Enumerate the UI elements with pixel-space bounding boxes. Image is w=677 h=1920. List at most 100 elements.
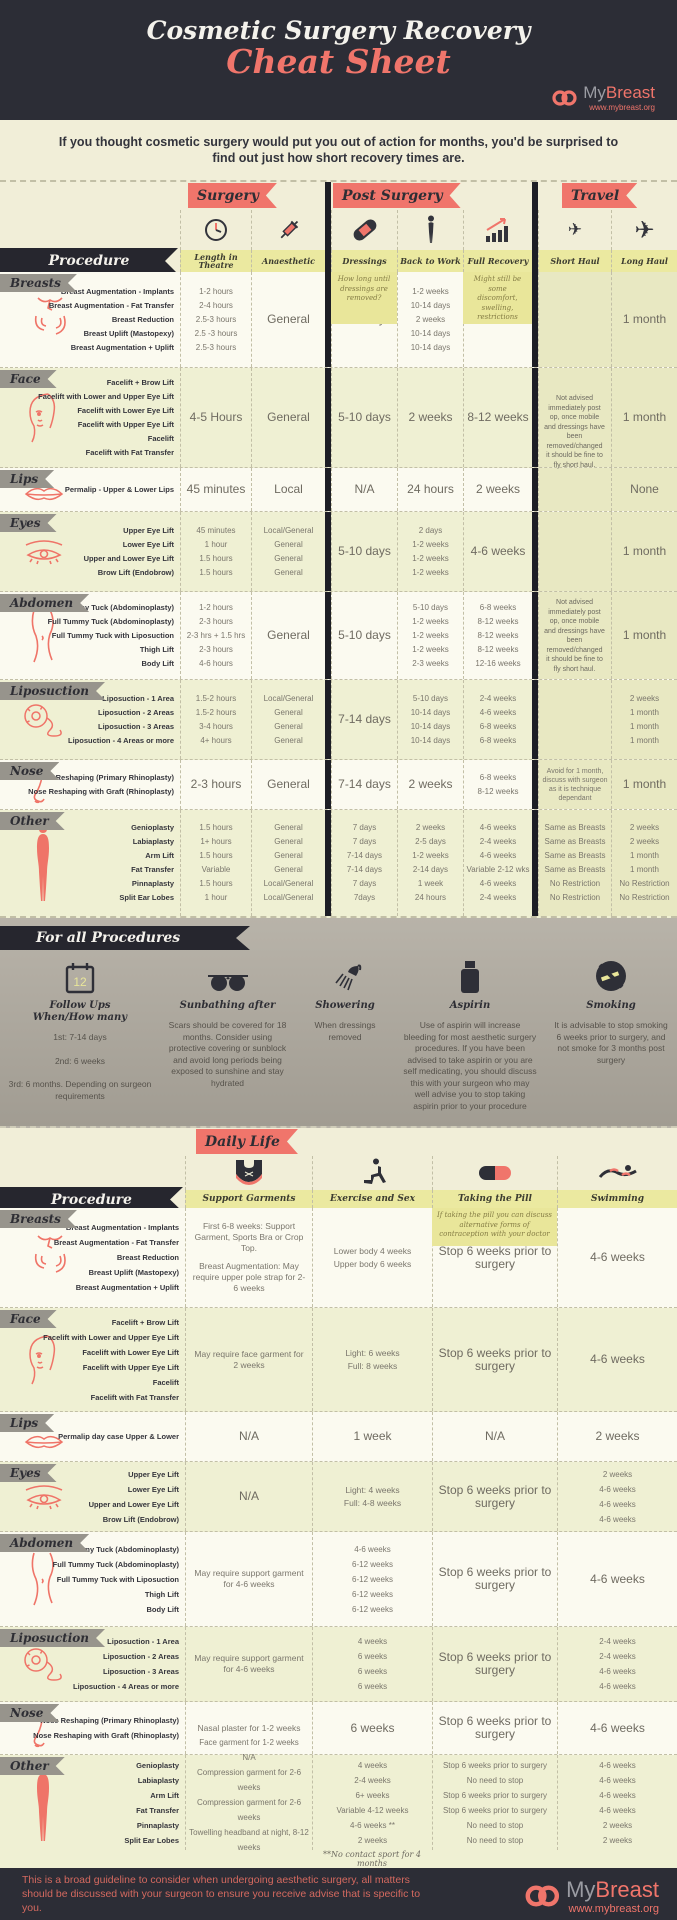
abdomen-icon bbox=[26, 1551, 60, 1607]
pill-value: N/A bbox=[484, 1429, 505, 1443]
pill-icon bbox=[432, 1156, 557, 1190]
section-ribbon-nose: Nose bbox=[0, 762, 59, 780]
follow-ups-column: 12 Follow Ups When/How many 1st: 7-14 da… bbox=[0, 944, 160, 1126]
dressings-value: 5-10 days bbox=[338, 410, 391, 424]
procedure-names: Breast Augmentation - Implants Breast Aug… bbox=[48, 286, 174, 352]
back-to-work-values: 1-2 weeks 10-14 days 2 weeks 10-14 days 10-1… bbox=[410, 286, 451, 352]
back-to-work-value: 2 weeks bbox=[408, 777, 453, 791]
column-icons-row: ✈ ✈ bbox=[0, 210, 677, 250]
sunglasses-icon bbox=[206, 958, 250, 994]
recovery-section-liposuction: Liposuction Liposuction - 1 Area Liposuct… bbox=[0, 680, 677, 760]
procedure-names: Nose Reshaping (Primary Rhinoplasty) Nose… bbox=[33, 1716, 179, 1740]
back-to-work-values: 5-10 days 10-14 days 10-14 days 10-14 days bbox=[410, 693, 451, 745]
support-value: May require support garment for 4-6 week… bbox=[194, 1653, 304, 1674]
breasts-icon bbox=[28, 1232, 72, 1284]
length-values: 1.5 hours 1+ hours 1.5 hours Variable 1.5 ho… bbox=[199, 823, 233, 902]
recovery-section-lips: Lips Permalip - Upper & Lower Lips 45 mi… bbox=[0, 468, 677, 512]
page-subtitle: Cheat Sheet bbox=[226, 42, 451, 81]
daily-procedure-header-ribbon: Procedure bbox=[0, 1187, 183, 1212]
showering-column: Showering When dressings removed bbox=[295, 944, 395, 1126]
long-haul-values: 2 weeks 1 month 1 month 1 month bbox=[629, 693, 660, 745]
brand-name: MyBreast bbox=[583, 83, 655, 102]
exercise-values: Lower body 4 weeks Upper body 6 weeks bbox=[333, 1245, 412, 1269]
brand-url: www.mybreast.org bbox=[568, 1903, 659, 1915]
col-long-haul: Long Haul bbox=[611, 250, 677, 272]
group-divider bbox=[532, 250, 538, 272]
group-divider bbox=[325, 182, 331, 210]
group-divider bbox=[325, 210, 331, 250]
section-ribbon-other: Other bbox=[0, 1757, 65, 1775]
pill-values: Stop 6 weeks prior to surgery No need to … bbox=[442, 1760, 548, 1845]
daily-section-breasts: Breasts Breast Augmentation - Implants Br… bbox=[0, 1208, 677, 1308]
long-haul-value: 1 month bbox=[622, 312, 667, 326]
procedure-names: Genioplasty Labiaplasty Arm Lift Fat Transf… bbox=[119, 823, 174, 902]
col-anaesthetic: Anaesthetic bbox=[251, 250, 325, 272]
person-icon bbox=[397, 210, 463, 250]
brand-name: MyBreast bbox=[566, 1877, 659, 1902]
exercise-value: 6 weeks bbox=[350, 1720, 395, 1735]
smoking-text: It is advisable to stop smoking 6 weeks … bbox=[554, 1020, 668, 1065]
sunbathing-text: Scars should be covered for 18 months. C… bbox=[168, 1020, 287, 1088]
support-value: May require face garment for 2 weeks bbox=[194, 1348, 304, 1370]
full-recovery-note: Might still be some discomfort, swelling… bbox=[463, 272, 532, 324]
procedure-names: Nose Reshaping (Primary Rhinoplasty) Nose… bbox=[28, 772, 174, 796]
full-recovery-values: 6-8 weeks 8-12 weeks bbox=[477, 772, 519, 796]
anaesthetic-value: General bbox=[267, 410, 310, 424]
exercise-value: 1 week bbox=[353, 1429, 392, 1443]
anaesthetic-value: Local bbox=[274, 482, 303, 496]
aspirin-column: Aspirin Use of aspirin will increase ble… bbox=[395, 944, 545, 1126]
for-all-procedures-band: For all Procedures 12 Follow Ups When/Ho… bbox=[0, 918, 677, 1128]
eye-icon bbox=[22, 539, 66, 565]
contact-sport-footnote: **No contact sport for 4 months bbox=[323, 1850, 421, 1868]
dressings-value: 7-14 days bbox=[338, 777, 391, 791]
footer-disclaimer: This is a broad guideline to consider wh… bbox=[22, 1874, 421, 1914]
procedure-names: Permalip - Upper & Lower Lips bbox=[64, 484, 174, 494]
anaesthetic-values: Local/General General General General bbox=[263, 525, 314, 577]
pill-value: Stop 6 weeks prior to surgery bbox=[438, 1482, 552, 1510]
swimmer-icon bbox=[557, 1156, 677, 1190]
long-haul-value: 1 month bbox=[622, 628, 667, 642]
anaesthetic-value: General bbox=[267, 312, 310, 326]
full-recovery-value: 4-6 weeks bbox=[470, 544, 526, 558]
dressings-note: How long until dressings are removed? bbox=[331, 272, 397, 324]
svg-text:12: 12 bbox=[73, 975, 87, 989]
for-all-procedures-ribbon: For all Procedures bbox=[0, 926, 250, 950]
recovery-section-abdomen: Abdomen Mini Tummy Tuck (Abdominoplasty)… bbox=[0, 592, 677, 680]
header: Cosmetic Surgery Recovery Cheat Sheet My… bbox=[0, 0, 677, 120]
daily-banner-row: Daily Life bbox=[0, 1128, 677, 1156]
anaesthetic-values: Local/General General General General bbox=[263, 693, 314, 745]
short-haul-value: Avoid for 1 month, discuss with surgeon … bbox=[542, 767, 608, 802]
short-haul-note-upper: Not advised immediately post op, once mo… bbox=[544, 395, 605, 469]
support-values: Face garment for 1-2 weeks N/A Compression… bbox=[189, 1738, 309, 1867]
tape-measure-icon bbox=[20, 700, 68, 740]
long-haul-value: 1 month bbox=[622, 410, 667, 424]
col-dressings: Dressings bbox=[331, 250, 397, 272]
nose-icon bbox=[30, 1719, 50, 1749]
section-ribbon-eyes: Eyes bbox=[0, 1464, 57, 1482]
pill-note: If taking the pill you can discuss alter… bbox=[432, 1208, 557, 1246]
back-to-work-values: 2 days 1-2 weeks 1-2 weeks 1-2 weeks bbox=[412, 525, 449, 577]
exercise-values: 4 weeks 2-4 weeks 6+ weeks Variable 4-12 we… bbox=[336, 1760, 409, 1845]
procedure-names: Permalip day case Upper & Lower bbox=[58, 1432, 179, 1441]
procedure-names: Genioplasty Labiaplasty Arm Lift Fat Transf… bbox=[124, 1760, 179, 1845]
group-banner-row: Surgery Post Surgery Travel bbox=[0, 182, 677, 210]
length-value: 45 minutes bbox=[186, 482, 246, 496]
procedure-names: Facelift + Brow Lift Facelift with Lower … bbox=[43, 1317, 179, 1402]
col-swimming: Swimming bbox=[557, 1190, 677, 1208]
lips-icon bbox=[24, 485, 64, 503]
anaesthetic-values: General General General General Local/Genera… bbox=[263, 823, 314, 902]
follow-ups-lines: 1st: 7-14 days 2nd: 6 weeks 3rd: 6 months.… bbox=[8, 1032, 152, 1101]
daily-icons-row bbox=[0, 1156, 677, 1190]
tape-measure-icon bbox=[20, 1644, 68, 1684]
daily-section-lips: Lips Permalip day case Upper & Lower N/A… bbox=[0, 1412, 677, 1462]
travel-banner: Travel bbox=[562, 183, 637, 208]
full-recovery-value: 8-12 weeks bbox=[467, 410, 529, 424]
pill-value: Stop 6 weeks prior to surgery bbox=[438, 1565, 552, 1592]
long-haul-value: 1 month bbox=[622, 777, 667, 791]
length-values: 1-2 hours 2-4 hours 2.5-3 hours 2.5 -3 hour… bbox=[194, 286, 238, 352]
intro-banner: If you thought cosmetic surgery would pu… bbox=[0, 120, 677, 182]
follow-ups-title: Follow Ups When/How many bbox=[32, 1000, 128, 1023]
aspirin-text: Use of aspirin will increase bleeding fo… bbox=[403, 1020, 537, 1111]
length-values: 45 minutes 1 hour 1.5 hours 1.5 hours bbox=[196, 525, 236, 577]
footer-brand-logo: MyBreast www.mybreast.org bbox=[525, 1877, 659, 1915]
